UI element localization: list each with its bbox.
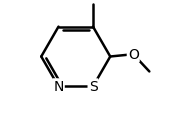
Text: N: N: [53, 80, 64, 94]
Text: O: O: [128, 48, 139, 62]
Text: S: S: [89, 80, 97, 94]
